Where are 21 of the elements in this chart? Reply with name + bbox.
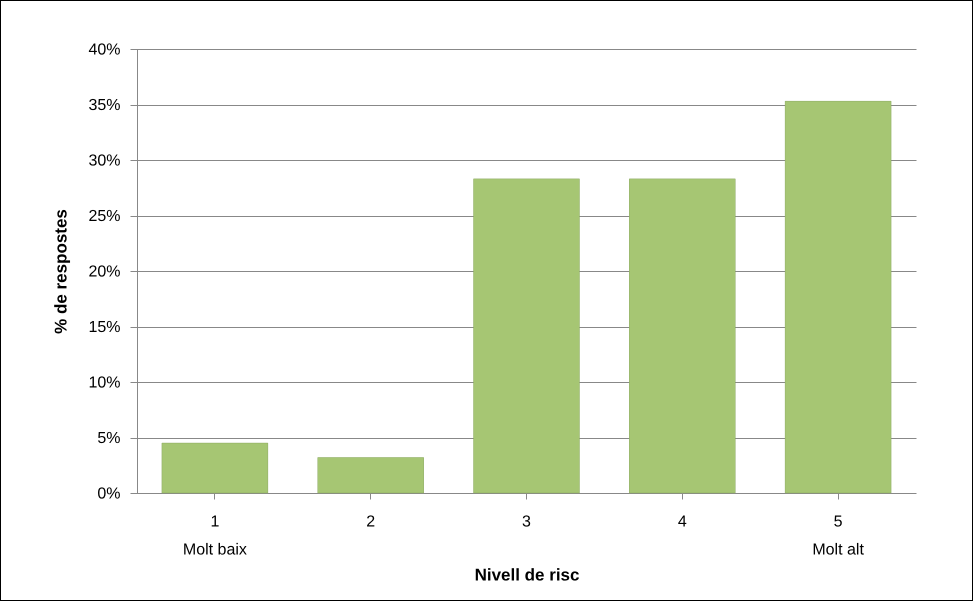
y-tick-label: 25% — [88, 208, 120, 225]
x-tick-label: 5 Molt alt — [812, 514, 864, 558]
x-axis-title: Nivell de risc — [474, 566, 580, 584]
y-tick-label: 15% — [88, 319, 120, 336]
x-tick-label: 4 — [678, 514, 687, 530]
x-tick-label: 2 — [366, 514, 376, 530]
y-tick-label: 40% — [88, 42, 120, 58]
y-tick-label: 5% — [97, 430, 120, 447]
bar — [317, 457, 424, 494]
y-tick-label: 20% — [88, 264, 120, 280]
bar — [629, 178, 736, 494]
x-tick-label: 1 Molt baix — [182, 514, 247, 558]
y-tick-label: 0% — [97, 486, 120, 502]
bar — [473, 178, 580, 494]
x-tick-label: 3 — [522, 514, 532, 530]
y-tick-label: 10% — [88, 374, 120, 392]
y-tick-label: 30% — [88, 152, 120, 170]
bar — [162, 442, 268, 494]
bar — [784, 100, 892, 494]
y-axis-title: % de respostes — [51, 209, 70, 334]
y-tick-label: 35% — [88, 97, 120, 114]
